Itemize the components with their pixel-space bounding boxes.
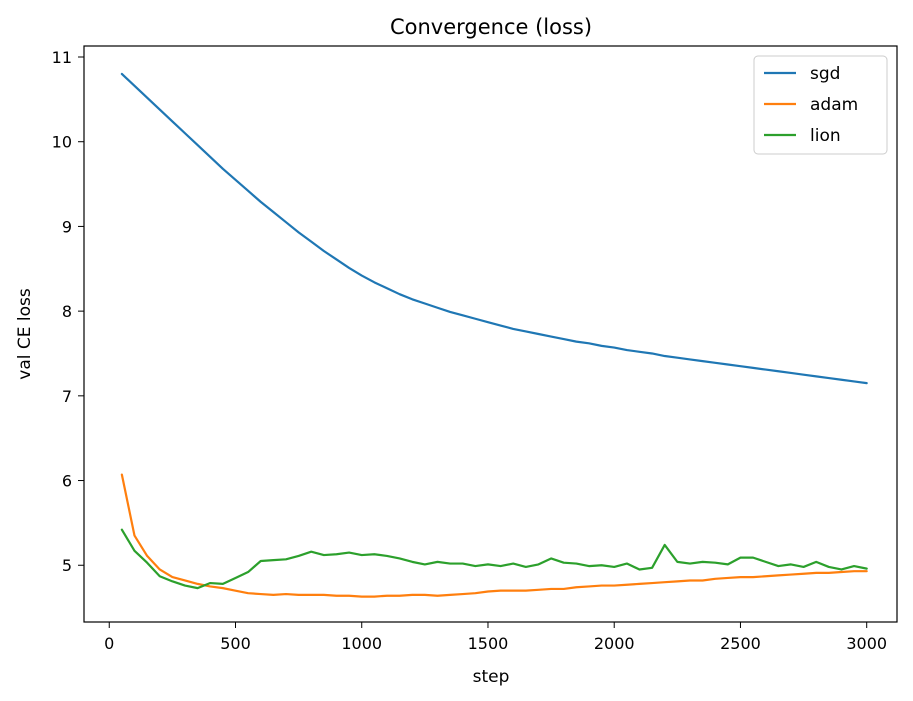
plot-frame <box>83 45 898 623</box>
legend-label-adam: adam <box>810 95 858 115</box>
x-tick-label: 1000 <box>341 634 382 653</box>
legend-label-lion: lion <box>810 126 841 146</box>
plot-area <box>120 72 868 598</box>
y-axis: 5 6 7 8 9 10 11 <box>52 48 84 575</box>
x-axis-label: step <box>473 667 510 687</box>
x-tick-label: 1500 <box>468 634 509 653</box>
x-tick-label: 3000 <box>846 634 887 653</box>
x-tick-label: 2000 <box>594 634 635 653</box>
legend-box <box>753 55 888 155</box>
y-tick-label: 7 <box>62 387 72 406</box>
y-tick-label: 8 <box>62 302 72 321</box>
series-line-lion <box>120 528 868 590</box>
series-line-sgd <box>120 72 868 385</box>
y-tick-label: 5 <box>62 556 72 575</box>
x-tick-label: 0 <box>104 634 114 653</box>
y-tick-label: 11 <box>52 48 72 67</box>
legend: sgd adam lion <box>753 55 888 155</box>
y-tick-label: 10 <box>52 133 72 152</box>
y-tick-label: 9 <box>62 217 72 236</box>
x-tick-label: 500 <box>220 634 251 653</box>
chart-title: Convergence (loss) <box>390 15 592 39</box>
x-tick-label: 2500 <box>720 634 761 653</box>
series-line-adam <box>120 473 868 598</box>
y-tick-label: 6 <box>62 472 72 491</box>
x-axis: 0 500 1000 1500 2000 2500 3000 <box>104 622 887 653</box>
y-axis-label: val CE loss <box>15 288 35 380</box>
legend-label-sgd: sgd <box>810 64 840 84</box>
